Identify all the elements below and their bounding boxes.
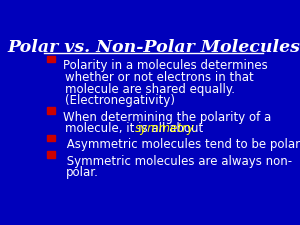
Text: (Electronegativity): (Electronegativity) bbox=[65, 94, 176, 107]
FancyBboxPatch shape bbox=[47, 135, 55, 142]
FancyBboxPatch shape bbox=[47, 108, 55, 114]
Text: molecule, it is all about: molecule, it is all about bbox=[65, 122, 207, 135]
Text: Symmetric molecules are always non-: Symmetric molecules are always non- bbox=[63, 155, 292, 167]
Text: molecule are shared equally.: molecule are shared equally. bbox=[65, 83, 236, 96]
Text: whether or not electrons in that: whether or not electrons in that bbox=[65, 71, 254, 84]
Text: polar.: polar. bbox=[65, 166, 98, 179]
Text: Polar vs. Non-Polar Molecules: Polar vs. Non-Polar Molecules bbox=[7, 39, 300, 56]
FancyBboxPatch shape bbox=[47, 56, 55, 62]
Text: symmetry.: symmetry. bbox=[135, 122, 198, 135]
Text: Polarity in a molecules determines: Polarity in a molecules determines bbox=[63, 59, 268, 72]
Text: When determining the polarity of a: When determining the polarity of a bbox=[63, 110, 271, 124]
FancyBboxPatch shape bbox=[47, 151, 55, 158]
Text: Asymmetric molecules tend to be polar.: Asymmetric molecules tend to be polar. bbox=[63, 138, 300, 151]
